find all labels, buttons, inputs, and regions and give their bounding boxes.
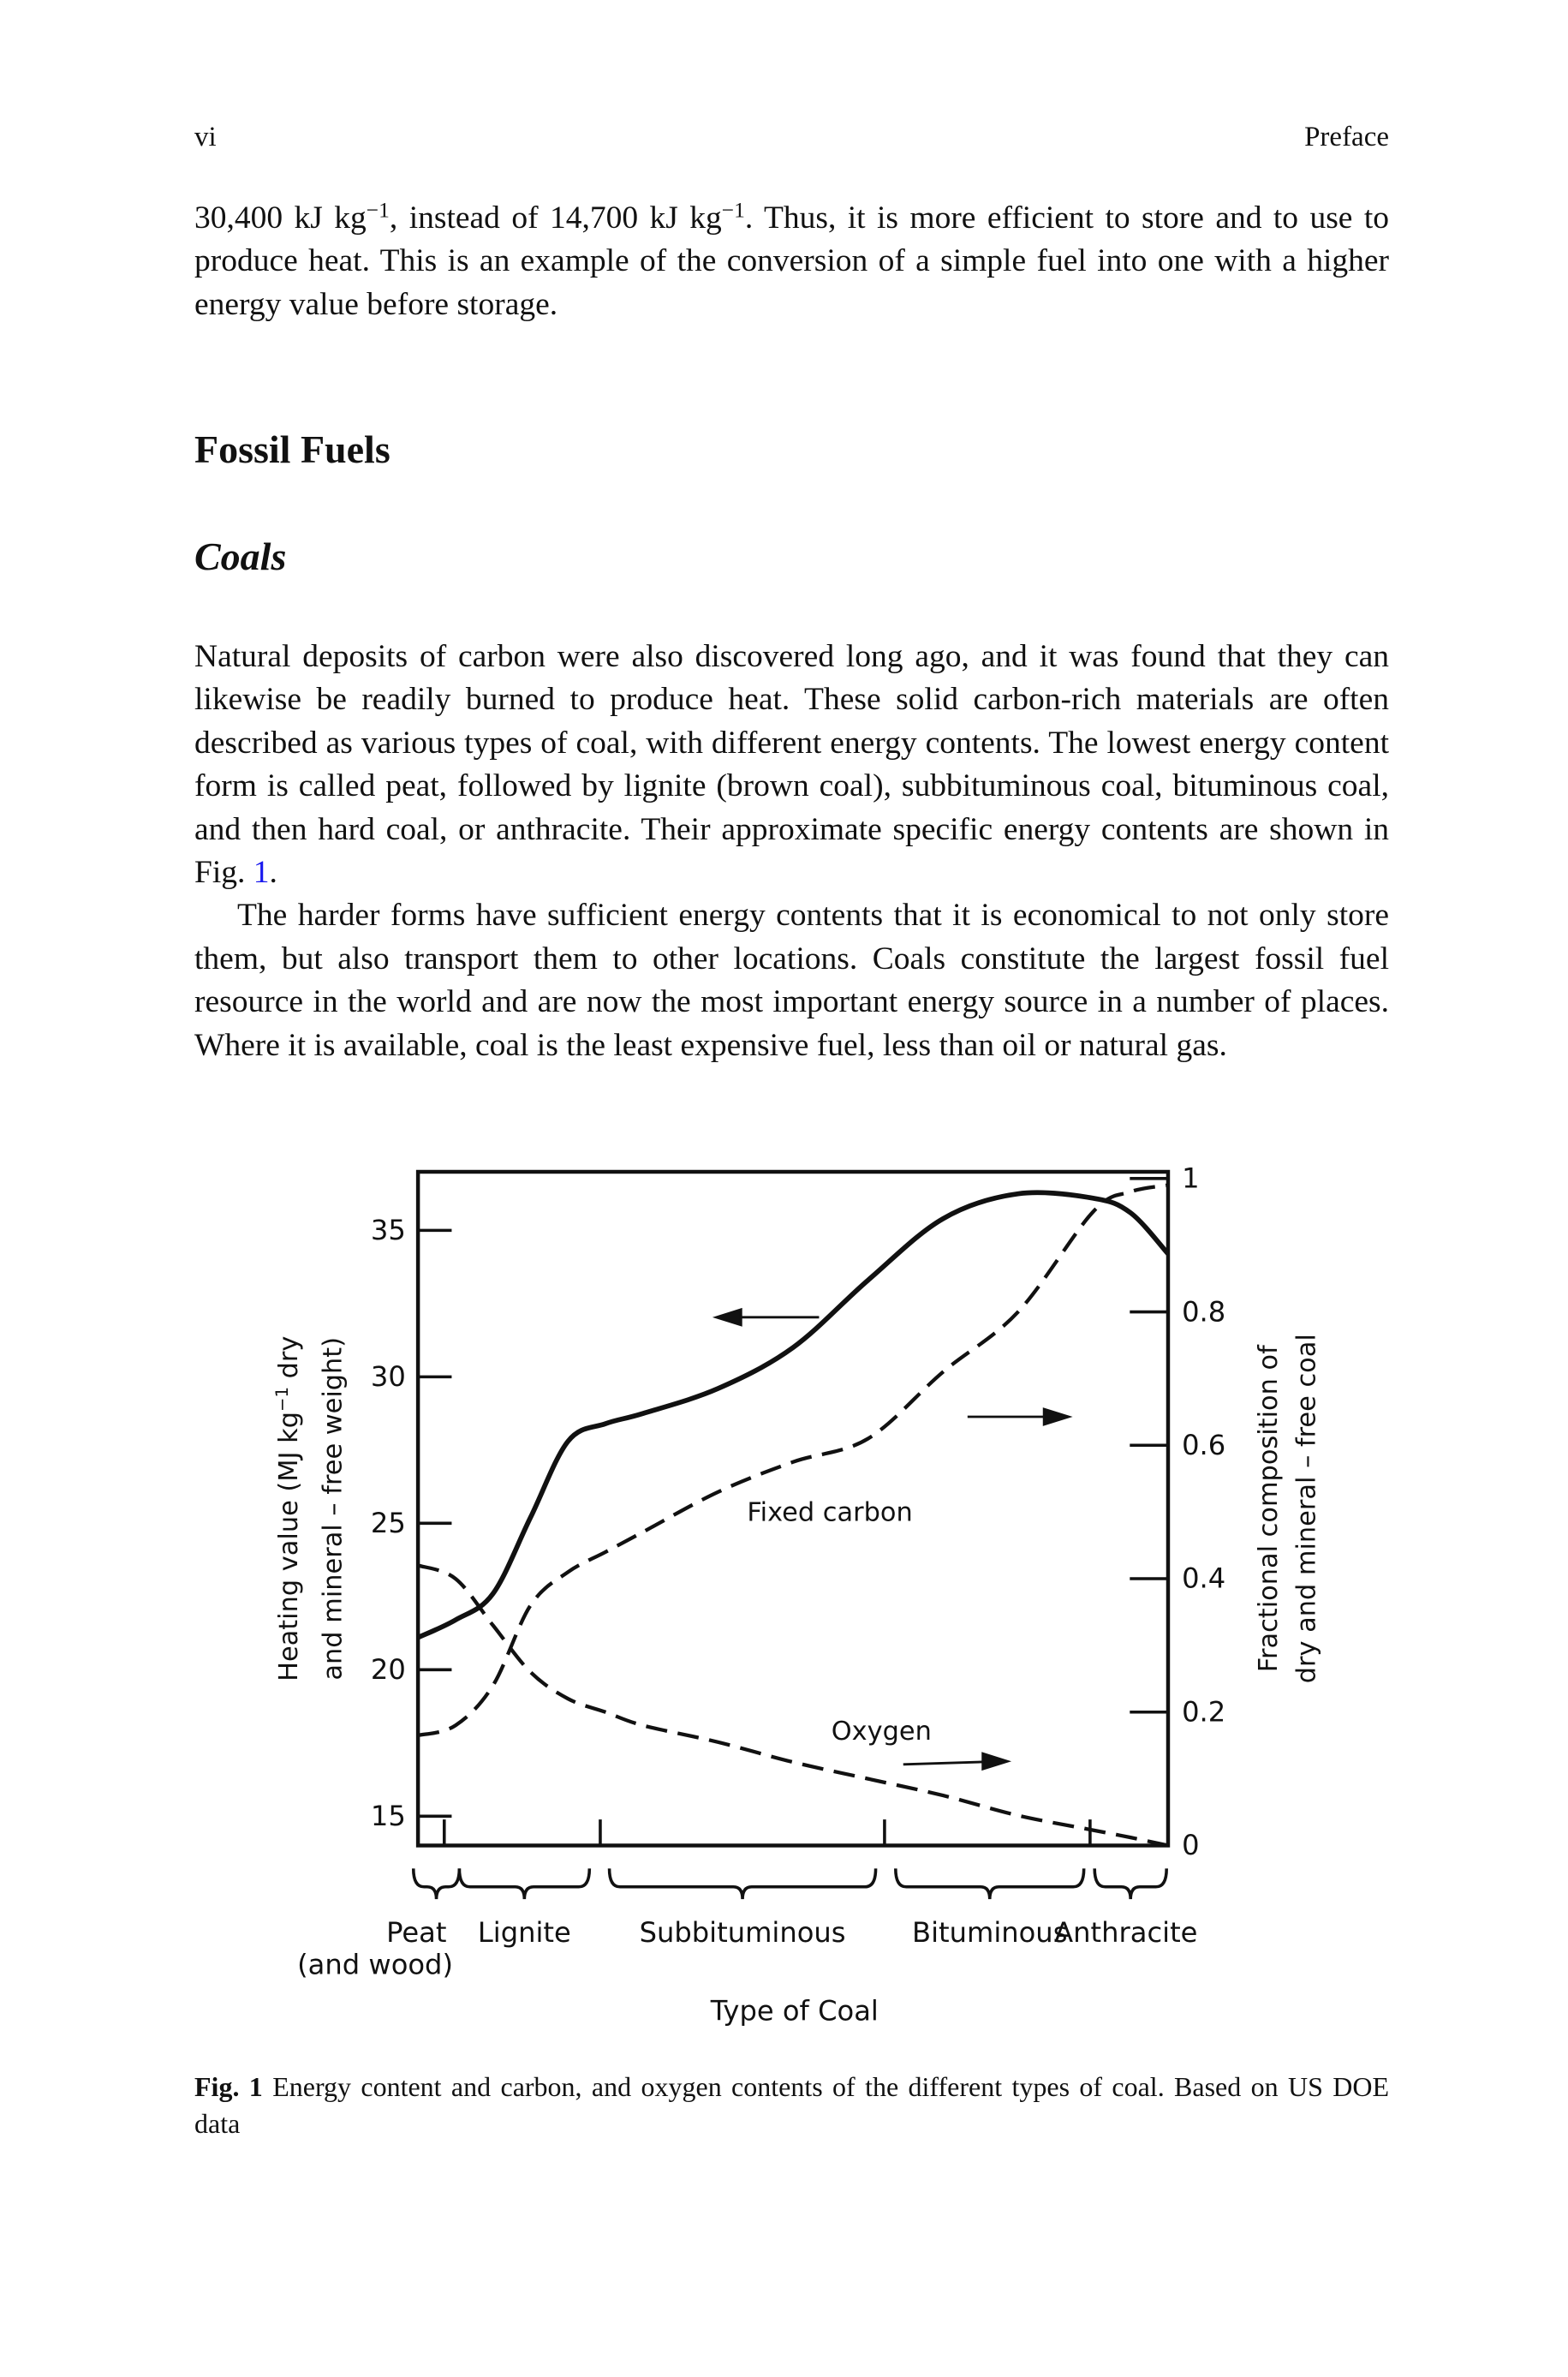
y-tick-label: 30	[371, 1360, 406, 1393]
section-title: Fossil Fuels	[194, 427, 391, 471]
running-title: Preface	[1304, 122, 1389, 152]
y2-tick-label: 0.2	[1182, 1695, 1225, 1728]
text: .	[269, 855, 277, 891]
superscript: −1	[366, 197, 390, 223]
brace	[894, 1868, 1086, 1900]
y2-tick-label: 0	[1182, 1829, 1199, 1861]
y2-tick-label: 1	[1182, 1162, 1199, 1195]
y2-tick-label: 0.6	[1182, 1429, 1225, 1461]
y2-axis-label-line: Fractional composition of	[1254, 1344, 1284, 1672]
arrows	[712, 1307, 1073, 1771]
text: Natural deposits of carbon were also dis…	[194, 639, 1389, 891]
y-tick-label: 20	[371, 1653, 406, 1686]
y-axis-label: Heating value (MJ kg−1 dry and mineral –…	[271, 1336, 348, 1681]
brace	[1093, 1868, 1168, 1900]
chart: Type of Coal Heating value (MJ kg−1 dry …	[271, 1162, 1322, 2028]
coal-type-label: Subbituminous	[640, 1916, 846, 1949]
intro-paragraph: 30,400 kJ kg−1, instead of 14,700 kJ kg−…	[194, 197, 1389, 326]
annotation: Fixed carbon	[747, 1498, 912, 1528]
y2-tick-label: 0.8	[1182, 1295, 1225, 1328]
paragraphs: Natural deposits of carbon were also dis…	[194, 636, 1389, 1067]
brace	[457, 1868, 592, 1900]
y-tick-label: 15	[371, 1800, 406, 1832]
arrow-head	[981, 1752, 1012, 1771]
text: dry	[274, 1336, 304, 1387]
brace	[607, 1868, 878, 1900]
arrow-head	[712, 1307, 742, 1327]
text: . Thus, it is more efficient to store an…	[194, 200, 1390, 322]
plot-frame	[415, 1169, 1171, 1848]
y2-axis-label: Fractional composition of dry and minera…	[1254, 1334, 1322, 1683]
y2-axis-label-line: dry and mineral – free coal	[1292, 1334, 1322, 1683]
coal-type-label: Peat	[386, 1916, 446, 1949]
superscript: −1	[721, 197, 745, 223]
x-axis-label: Type of Coal	[710, 1994, 879, 2027]
text: The harder forms have sufficient energy …	[194, 898, 1389, 1063]
coal-type-label: (and wood)	[297, 1949, 453, 1981]
brace	[411, 1868, 462, 1900]
coal-type-label: Bituminous	[912, 1916, 1067, 1949]
y-tick-label: 25	[371, 1507, 406, 1539]
series-line	[417, 1183, 1169, 1738]
text: 30,400 kJ kg	[194, 200, 367, 236]
annotation: Oxygen	[832, 1717, 932, 1747]
arrow-head	[1042, 1407, 1073, 1426]
coal-type-label: Lignite	[478, 1916, 571, 1949]
page-number: vi	[194, 122, 217, 152]
caption-text: Energy content and carbon, and oxygen co…	[194, 2071, 1390, 2139]
series-line	[416, 1190, 1171, 1640]
text: , instead of 14,700 kJ kg	[389, 200, 722, 236]
superscript: −1	[271, 1387, 291, 1412]
text: Heating value (MJ kg	[274, 1412, 304, 1681]
y2-tick-label: 0.4	[1182, 1562, 1225, 1595]
y-tick-label: 35	[371, 1214, 406, 1246]
subsection-title: Coals	[194, 535, 287, 578]
y-axis-label-line: Heating value (MJ kg−1 dry	[271, 1336, 304, 1681]
coal-type-label: Anthracite	[1054, 1916, 1197, 1949]
caption-label: Fig. 1	[194, 2071, 263, 2102]
series-line	[417, 1563, 1169, 1848]
figure-link[interactable]: 1	[253, 855, 270, 891]
figure-caption: Fig. 1 Energy content and carbon, and ox…	[194, 2069, 1389, 2142]
y-axis-label-line: and mineral – free weight)	[319, 1337, 349, 1681]
